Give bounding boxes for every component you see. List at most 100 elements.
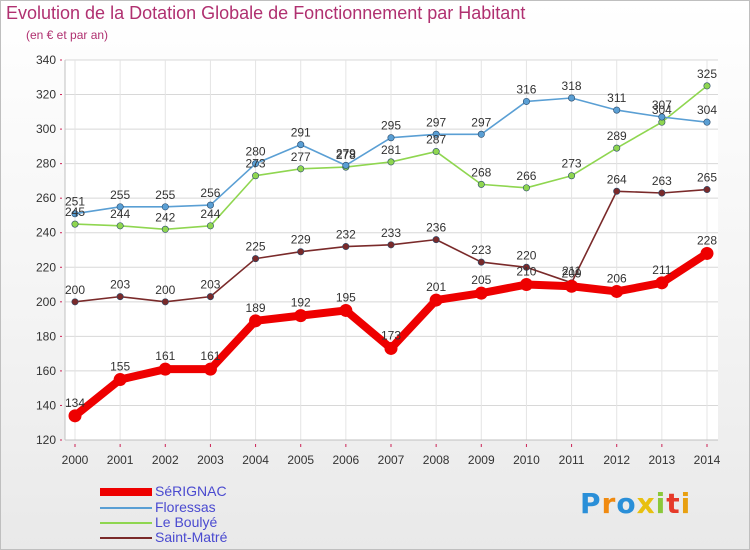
- data-point-le-bouly-: [613, 144, 621, 152]
- legend-label-saint-matre: Saint-Matré: [155, 529, 228, 545]
- data-label-floressas: 307: [652, 98, 672, 112]
- data-point-floressas: [297, 141, 305, 149]
- data-label-floressas: 280: [246, 145, 266, 159]
- data-point-le-bouly-: [387, 158, 395, 166]
- data-label-saint-matr-: 229: [291, 233, 311, 247]
- legend-swatch-saint-matre: [100, 537, 152, 539]
- data-label-le-bouly-: 242: [155, 210, 175, 224]
- data-label-s-rignac: 210: [516, 265, 536, 279]
- data-label-floressas: 304: [697, 103, 717, 117]
- x-tick-label: 2006: [333, 453, 360, 467]
- y-tick-label: 240: [36, 226, 56, 240]
- data-point-le-bouly-: [432, 148, 440, 156]
- data-point-saint-matr-: [432, 236, 440, 244]
- data-point-saint-matr-: [71, 298, 79, 306]
- data-point-le-bouly-: [703, 82, 711, 90]
- data-label-le-bouly-: 281: [381, 143, 401, 157]
- data-label-floressas: 311: [607, 91, 626, 105]
- data-label-s-rignac: 155: [110, 360, 130, 374]
- y-tick-label: 160: [36, 364, 56, 378]
- x-tick-label: 2012: [603, 453, 630, 467]
- logo-letter: x: [636, 487, 656, 520]
- data-point-floressas: [387, 134, 395, 142]
- data-label-floressas: 297: [426, 115, 446, 129]
- data-point-floressas: [703, 118, 711, 126]
- chart-subtitle: (en € et par an): [26, 28, 109, 42]
- data-label-saint-matr-: 220: [516, 248, 536, 262]
- logo-letter: t: [666, 487, 681, 520]
- proxiti-logo: Proxiti: [580, 487, 691, 520]
- data-label-saint-matr-: 265: [697, 171, 717, 185]
- x-tick-label: 2009: [468, 453, 495, 467]
- data-point-saint-matr-: [522, 263, 530, 271]
- x-tick-label: 2002: [152, 453, 179, 467]
- legend-label-le-boulye: Le Boulyé: [155, 514, 218, 530]
- data-point-saint-matr-: [658, 189, 666, 197]
- y-tick-label: 300: [36, 122, 56, 136]
- data-point-floressas: [116, 203, 124, 211]
- legend-swatch-le-boulye: [100, 522, 152, 524]
- data-label-le-bouly-: 289: [607, 129, 627, 143]
- data-point-saint-matr-: [116, 293, 124, 301]
- data-point-le-bouly-: [206, 222, 214, 230]
- data-point-floressas: [477, 130, 485, 138]
- data-point-le-bouly-: [71, 220, 79, 228]
- data-point-s-rignac: [474, 286, 488, 300]
- data-point-saint-matr-: [297, 248, 305, 256]
- x-tick-label: 2004: [242, 453, 269, 467]
- data-point-s-rignac: [700, 246, 714, 260]
- data-point-le-bouly-: [252, 172, 260, 180]
- data-point-le-bouly-: [297, 165, 305, 173]
- data-point-saint-matr-: [161, 298, 169, 306]
- data-label-saint-matr-: 200: [155, 283, 175, 297]
- data-point-s-rignac: [113, 373, 127, 387]
- data-label-saint-matr-: 200: [65, 283, 85, 297]
- y-tick-label: 140: [36, 398, 56, 412]
- data-point-le-bouly-: [522, 184, 530, 192]
- data-label-s-rignac: 205: [471, 273, 491, 287]
- data-point-saint-matr-: [387, 241, 395, 249]
- data-label-saint-matr-: 236: [426, 221, 446, 235]
- data-label-s-rignac: 195: [336, 290, 356, 304]
- data-label-s-rignac: 211: [652, 263, 671, 277]
- data-point-s-rignac: [158, 362, 172, 376]
- data-point-floressas: [342, 161, 350, 169]
- y-tick-label: 320: [36, 88, 56, 102]
- data-label-floressas: 256: [200, 186, 220, 200]
- data-point-s-rignac: [294, 309, 308, 323]
- data-label-s-rignac: 201: [426, 280, 446, 294]
- data-label-s-rignac: 228: [697, 233, 717, 247]
- x-tick-label: 2003: [197, 453, 224, 467]
- y-tick-label: 180: [36, 329, 56, 343]
- logo-letter: r: [601, 487, 617, 520]
- data-label-s-rignac: 192: [291, 296, 311, 310]
- data-point-s-rignac: [655, 276, 669, 290]
- data-point-le-bouly-: [116, 222, 124, 230]
- data-point-saint-matr-: [206, 293, 214, 301]
- data-label-le-bouly-: 287: [426, 133, 446, 147]
- data-point-floressas: [71, 210, 79, 218]
- data-point-s-rignac: [339, 303, 353, 317]
- data-label-saint-matr-: 225: [246, 240, 266, 254]
- logo-letter: i: [680, 487, 692, 520]
- data-point-s-rignac: [249, 314, 263, 328]
- data-label-floressas: 295: [381, 119, 401, 133]
- x-tick-label: 2007: [378, 453, 405, 467]
- data-point-s-rignac: [429, 293, 443, 307]
- x-tick-label: 2014: [694, 453, 721, 467]
- data-point-le-bouly-: [568, 172, 576, 180]
- data-point-saint-matr-: [703, 186, 711, 194]
- data-label-s-rignac: 206: [607, 271, 627, 285]
- data-label-floressas: 318: [562, 79, 582, 93]
- data-label-floressas: 279: [336, 146, 356, 160]
- data-point-floressas: [432, 130, 440, 138]
- data-label-le-bouly-: 268: [471, 165, 491, 179]
- data-label-le-bouly-: 278: [336, 148, 356, 162]
- y-tick-label: 220: [36, 260, 56, 274]
- y-tick-label: 260: [36, 191, 56, 205]
- legend-label-serignac: SéRIGNAC: [155, 483, 227, 499]
- data-label-floressas: 255: [110, 188, 130, 202]
- data-label-le-bouly-: 244: [110, 207, 130, 221]
- x-tick-label: 2013: [649, 453, 676, 467]
